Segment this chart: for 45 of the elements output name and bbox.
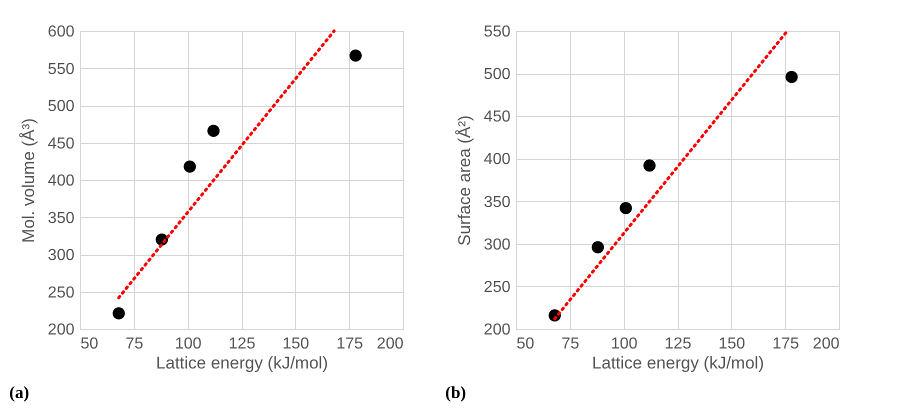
y-tick-label: 500 <box>484 66 511 84</box>
x-tick-label: 125 <box>228 336 256 352</box>
y-tick-label: 300 <box>484 236 511 254</box>
y-axis-title: Mol. volume (Å³) <box>18 118 38 243</box>
y-tick-label: 550 <box>48 60 75 78</box>
x-tick-label: 50 <box>80 336 98 352</box>
point <box>112 307 125 320</box>
x-tick-label: 150 <box>282 336 310 352</box>
y-tick-label: 550 <box>484 24 511 40</box>
x-tick-label: 150 <box>718 336 746 352</box>
x-tick-label: 75 <box>125 336 144 352</box>
point <box>207 124 220 137</box>
point <box>786 70 798 84</box>
point <box>350 49 362 62</box>
y-tick-label: 400 <box>484 151 511 168</box>
x-tick-label: 200 <box>376 336 404 352</box>
point <box>643 159 656 172</box>
x-tick-label: 125 <box>664 336 692 352</box>
x-tick-label: 100 <box>174 336 202 352</box>
x-tick-label: 100 <box>610 336 638 352</box>
y-tick-label: 450 <box>48 135 75 152</box>
y-tick-label: 300 <box>48 247 75 264</box>
y-tick-label: 250 <box>484 278 511 296</box>
y-tick-label: 350 <box>48 210 75 227</box>
text: (b) <box>445 383 466 402</box>
y-tick-label: 500 <box>48 98 75 115</box>
point <box>592 241 604 254</box>
text: (a) <box>9 383 30 402</box>
y-tick-label: 200 <box>484 322 511 338</box>
y-tick-label: 450 <box>484 108 511 126</box>
y-axis-title: Surface area (Å²) <box>454 115 474 246</box>
y-tick-label: 600 <box>48 24 75 40</box>
x-tick-label: 50 <box>516 336 534 352</box>
point <box>184 160 196 173</box>
y-tick-label: 250 <box>48 284 75 302</box>
x-tick-label: 75 <box>561 336 580 352</box>
y-tick-label: 200 <box>48 322 75 338</box>
x-tick-label: 175 <box>336 336 364 352</box>
x-axis-title: Lattice energy (kJ/mol) <box>156 354 328 372</box>
point <box>620 202 632 214</box>
y-tick-label: 350 <box>484 194 511 211</box>
x-tick-label: 175 <box>772 336 800 352</box>
y-tick-label: 400 <box>48 172 75 190</box>
x-axis-title: Lattice energy (kJ/mol) <box>592 354 764 372</box>
x-tick-label: 200 <box>812 336 840 352</box>
